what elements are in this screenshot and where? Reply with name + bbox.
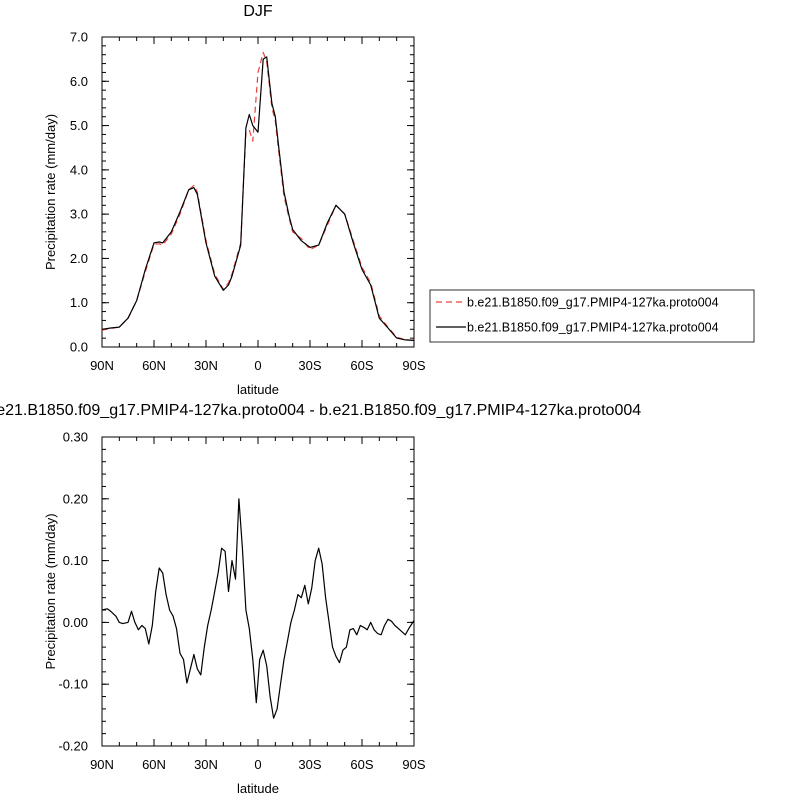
legend: b.e21.B1850.f09_g17.PMIP4-127ka.proto004… — [429, 289, 755, 343]
y-tick-label: 3.0 — [70, 207, 88, 222]
y-tick-label: 7.0 — [70, 30, 88, 45]
y-tick-label: 2.0 — [70, 251, 88, 266]
y-tick-label: 4.0 — [70, 162, 88, 177]
x-tick-label: 30S — [298, 757, 321, 772]
x-tick-label: 0 — [254, 757, 261, 772]
x-axis-label: latitude — [237, 382, 279, 397]
x-tick-label: 0 — [254, 358, 261, 373]
x-axis-label: latitude — [237, 781, 279, 796]
x-tick-label: 90N — [90, 757, 114, 772]
y-tick-label: 0.0 — [70, 340, 88, 355]
x-tick-label: 60N — [142, 757, 166, 772]
chart-title: b.e21.B1850.f09_g17.PMIP4-127ka.proto004… — [0, 402, 641, 419]
chart-title: DJF — [243, 3, 273, 20]
series-line-1 — [101, 56, 415, 341]
y-axis-label: Precipitation rate (mm/day) — [43, 513, 58, 669]
x-tick-label: 30S — [298, 358, 321, 373]
x-tick-label: 60N — [142, 358, 166, 373]
y-tick-label: 0.30 — [63, 430, 88, 445]
plot-frame — [101, 436, 415, 747]
x-tick-label: 90S — [402, 358, 425, 373]
series-line-0 — [101, 498, 415, 719]
y-tick-label: 1.0 — [70, 295, 88, 310]
y-tick-label: -0.20 — [58, 739, 88, 754]
x-tick-label: 60S — [350, 757, 373, 772]
bottom-panel: 90N 60N 30N 0 30S 60S 90S -0.20 -0.10 0.00 0.10 0.2… — [0, 402, 641, 796]
legend-label-0: b.e21.B1850.f09_g17.PMIP4-127ka.proto004 — [467, 296, 719, 310]
x-tick-label: 30N — [194, 757, 218, 772]
x-tick-label: 60S — [350, 358, 373, 373]
top-panel: 90N 60N 30N 0 30S 60S 90S 0.0 1.0 2.0 3.0 4.0 5.0 6.0… — [43, 3, 426, 397]
y-tick-label: 6.0 — [70, 74, 88, 89]
series-line-0 — [101, 51, 415, 341]
x-tick-label: 90N — [90, 358, 114, 373]
plot-frame — [101, 36, 415, 348]
y-axis-label: Precipitation rate (mm/day) — [43, 114, 58, 270]
x-tick-label: 30N — [194, 358, 218, 373]
y-tick-label: 0.10 — [63, 553, 88, 568]
y-tick-label: 0.00 — [63, 615, 88, 630]
x-tick-label: 90S — [402, 757, 425, 772]
legend-label-1: b.e21.B1850.f09_g17.PMIP4-127ka.proto004 — [467, 321, 719, 335]
y-tick-label: 5.0 — [70, 118, 88, 133]
y-tick-label: 0.20 — [63, 491, 88, 506]
legend-box — [429, 289, 755, 343]
y-tick-label: -0.10 — [58, 677, 88, 692]
